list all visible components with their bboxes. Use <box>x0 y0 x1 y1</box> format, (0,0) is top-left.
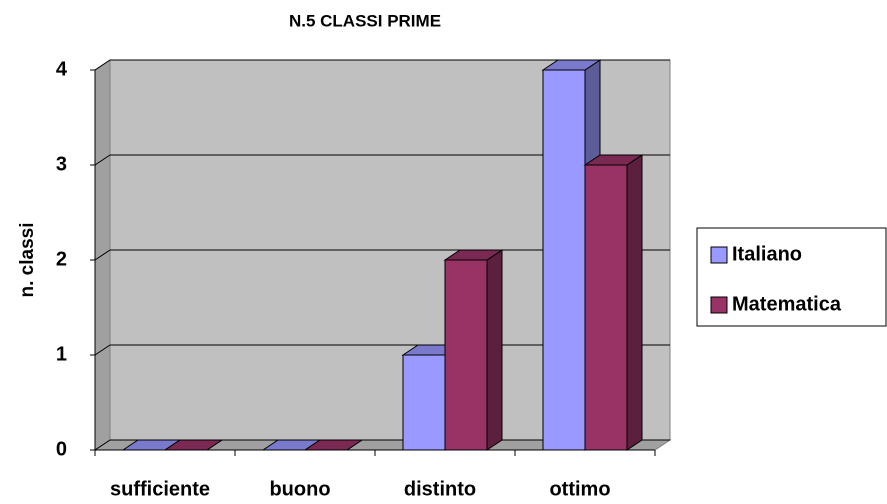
bar <box>163 439 224 451</box>
y-axis-label: n. classi <box>17 223 38 298</box>
bar-face <box>626 154 643 451</box>
grid-line <box>94 344 111 356</box>
bar-face <box>486 249 503 451</box>
y-tick-label: 2 <box>56 248 67 270</box>
bar-face <box>303 439 364 451</box>
bar-face <box>402 354 446 451</box>
x-tick-label: buono <box>269 478 330 500</box>
y-tick-label: 4 <box>56 58 68 80</box>
x-tick-label: sufficiente <box>110 478 210 500</box>
y-tick-label: 3 <box>56 153 67 175</box>
grid-line <box>94 249 111 261</box>
legend-label: Matematica <box>732 293 842 315</box>
x-tick-label: ottimo <box>549 478 610 500</box>
chart-title: N.5 CLASSI PRIME <box>289 11 441 30</box>
x-tick-label: distinto <box>404 478 476 500</box>
legend-swatch <box>710 246 728 264</box>
legend <box>696 227 887 327</box>
y-tick-label: 1 <box>56 343 67 365</box>
bar-face <box>542 69 586 451</box>
bar-face <box>584 164 628 451</box>
grid-line <box>94 154 111 166</box>
bar-face <box>444 259 488 451</box>
y-tick-label: 0 <box>56 438 67 460</box>
bar-face <box>163 439 224 451</box>
grid-line <box>94 59 111 71</box>
bar <box>443 249 504 451</box>
bar <box>583 154 644 451</box>
legend-label: Italiano <box>732 243 802 265</box>
legend-swatch <box>710 296 728 314</box>
grid-line <box>94 439 111 451</box>
bar <box>303 439 364 451</box>
